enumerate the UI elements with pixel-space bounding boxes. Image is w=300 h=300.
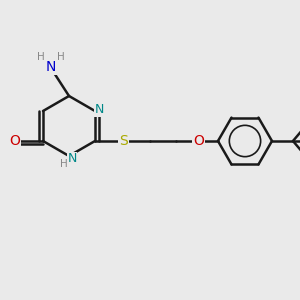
Text: N: N (46, 60, 56, 74)
Text: N: N (95, 103, 104, 116)
Text: O: O (9, 134, 20, 148)
Text: S: S (119, 134, 128, 148)
Text: H: H (60, 159, 68, 170)
Text: N: N (67, 152, 77, 166)
Text: H: H (57, 52, 65, 62)
Text: H: H (37, 52, 45, 62)
Text: O: O (193, 134, 204, 148)
